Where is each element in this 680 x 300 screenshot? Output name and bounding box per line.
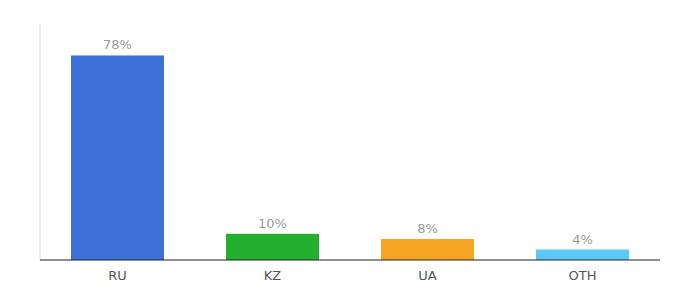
x-axis-line	[40, 259, 660, 260]
x-tick-label: KZ	[264, 268, 282, 283]
bar	[536, 250, 629, 260]
data-label: 78%	[103, 37, 132, 52]
x-tick-label: UA	[418, 268, 437, 283]
x-tick-label: RU	[108, 268, 127, 283]
chart-container: RU KZ UA OTH 78% 10% 8% 4%	[0, 0, 680, 300]
data-label: 10%	[258, 216, 287, 231]
chart-svg: RU KZ UA OTH 78% 10% 8% 4%	[0, 0, 680, 300]
bar	[381, 239, 474, 260]
y-axis-line	[40, 24, 41, 260]
x-tick-label: OTH	[569, 268, 597, 283]
bar	[226, 234, 319, 260]
data-label: 4%	[572, 232, 593, 247]
bars	[71, 55, 629, 260]
bar	[71, 55, 164, 260]
data-label: 8%	[417, 221, 438, 236]
